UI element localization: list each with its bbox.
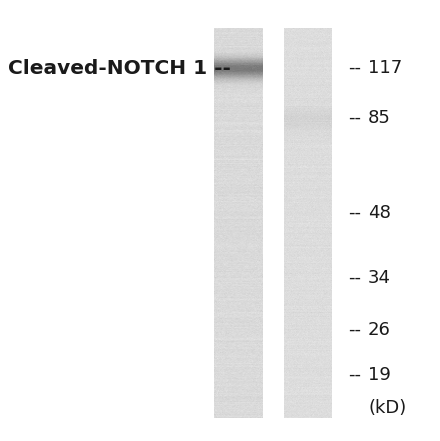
Text: (kD): (kD) — [368, 399, 406, 417]
Text: --: -- — [348, 204, 361, 222]
Text: --: -- — [348, 109, 361, 127]
Text: 85: 85 — [368, 109, 391, 127]
Text: Cleaved-NOTCH 1 --: Cleaved-NOTCH 1 -- — [8, 59, 231, 78]
Text: --: -- — [348, 366, 361, 384]
Text: 117: 117 — [368, 59, 402, 77]
Text: 34: 34 — [368, 269, 391, 287]
Text: 48: 48 — [368, 204, 391, 222]
Text: --: -- — [348, 269, 361, 287]
Text: 19: 19 — [368, 366, 391, 384]
Text: --: -- — [348, 59, 361, 77]
Text: --: -- — [348, 321, 361, 339]
Text: 26: 26 — [368, 321, 391, 339]
